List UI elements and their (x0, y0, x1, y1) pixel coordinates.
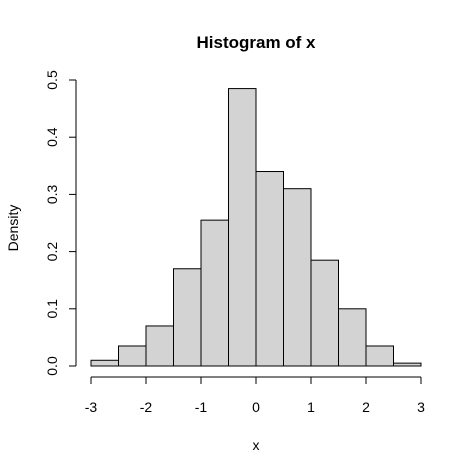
y-tick-label: 0.4 (44, 127, 60, 147)
x-tick-label: -3 (85, 399, 98, 415)
y-axis: 0.0 0.1 0.2 0.3 0.4 0.5 (44, 70, 77, 376)
y-tick-label: 0.3 (44, 184, 60, 204)
histogram-bar (90, 359, 119, 367)
x-tick-label: 2 (362, 399, 370, 415)
histogram-bar (310, 259, 339, 367)
x-tick-label: -2 (140, 399, 153, 415)
histogram-bar (118, 345, 147, 367)
histogram-bar (393, 362, 422, 367)
histogram-bar (228, 88, 257, 367)
histogram-bar (200, 219, 229, 367)
histogram-bar (365, 345, 394, 367)
x-tick-label: 3 (417, 399, 425, 415)
y-tick-label: 0.5 (44, 70, 60, 90)
x-tick-label: -1 (195, 399, 208, 415)
bars-group (90, 88, 422, 367)
x-axis: -3 -2 -1 0 1 2 3 (85, 376, 425, 415)
histogram-bar (255, 171, 284, 367)
y-tick-label: 0.0 (44, 356, 60, 376)
x-tick-label: 1 (307, 399, 315, 415)
histogram-bar (283, 188, 312, 367)
chart-title: Histogram of x (196, 33, 316, 52)
x-axis-label: x (253, 437, 260, 453)
histogram-bar (338, 308, 367, 367)
y-tick-label: 0.2 (44, 242, 60, 262)
y-axis-label: Density (5, 205, 21, 252)
x-tick-label: 0 (252, 399, 260, 415)
histogram-bar (173, 268, 202, 367)
histogram-bar (145, 325, 174, 367)
y-tick-label: 0.1 (44, 299, 60, 319)
